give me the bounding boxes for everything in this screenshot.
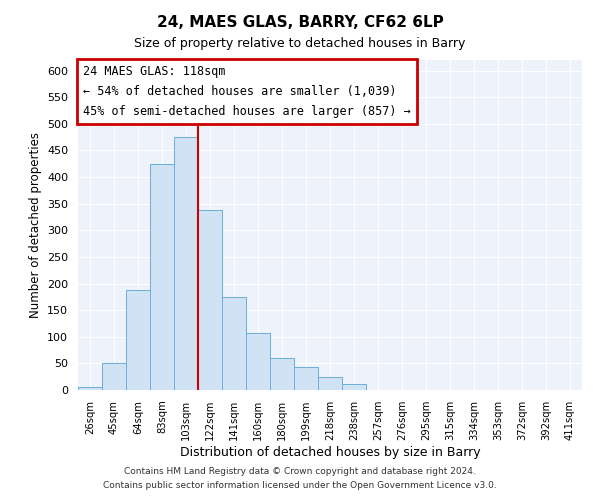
Bar bbox=[342, 384, 366, 390]
Bar bbox=[270, 358, 294, 390]
Bar bbox=[78, 388, 102, 390]
X-axis label: Distribution of detached houses by size in Barry: Distribution of detached houses by size … bbox=[179, 446, 481, 458]
Bar bbox=[198, 210, 222, 390]
Bar bbox=[126, 290, 150, 390]
Bar bbox=[246, 332, 270, 390]
Bar bbox=[294, 366, 318, 390]
Bar bbox=[102, 364, 126, 390]
Bar bbox=[150, 164, 174, 390]
Bar bbox=[318, 376, 342, 390]
Y-axis label: Number of detached properties: Number of detached properties bbox=[29, 132, 41, 318]
Bar bbox=[222, 297, 246, 390]
Bar bbox=[174, 137, 198, 390]
Text: 24, MAES GLAS, BARRY, CF62 6LP: 24, MAES GLAS, BARRY, CF62 6LP bbox=[157, 15, 443, 30]
Text: Size of property relative to detached houses in Barry: Size of property relative to detached ho… bbox=[134, 38, 466, 51]
Text: Contains HM Land Registry data © Crown copyright and database right 2024.
Contai: Contains HM Land Registry data © Crown c… bbox=[103, 468, 497, 489]
Text: 24 MAES GLAS: 118sqm
← 54% of detached houses are smaller (1,039)
45% of semi-de: 24 MAES GLAS: 118sqm ← 54% of detached h… bbox=[83, 65, 411, 118]
